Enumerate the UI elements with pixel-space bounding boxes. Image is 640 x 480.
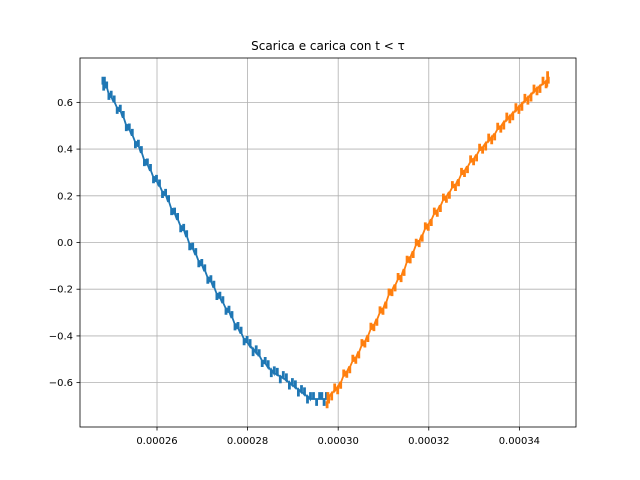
x-tick-label: 0.00034 (499, 436, 540, 447)
series-line-2 (325, 71, 550, 409)
x-tick-label: 0.00032 (408, 436, 449, 447)
y-tick-label: 0.2 (57, 191, 73, 202)
axis-ticks: 0.00026 0.00028 0.00030 0.00032 0.00034 0.6 0.… (49, 98, 540, 447)
y-tick-label: −0.4 (49, 331, 73, 342)
x-tick-label: 0.00030 (318, 436, 359, 447)
x-tick-label: 0.00026 (136, 436, 177, 447)
y-tick-label: −0.6 (49, 378, 73, 389)
y-tick-label: 0.4 (57, 145, 73, 156)
chart-title: Scarica e carica con t < τ (251, 39, 405, 53)
y-tick-label: 0.6 (57, 98, 73, 109)
grid-lines (80, 58, 576, 427)
series-lines (101, 71, 550, 409)
x-tick-label: 0.00028 (227, 436, 268, 447)
series-line-1 (101, 76, 328, 406)
y-tick-label: 0.0 (57, 238, 73, 249)
y-tick-label: −0.2 (49, 285, 73, 296)
